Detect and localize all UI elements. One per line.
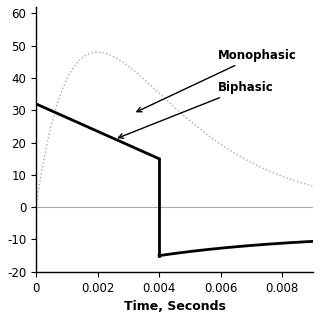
X-axis label: Time, Seconds: Time, Seconds <box>124 300 225 313</box>
Text: Biphasic: Biphasic <box>118 81 273 138</box>
Text: Monophasic: Monophasic <box>137 49 296 112</box>
